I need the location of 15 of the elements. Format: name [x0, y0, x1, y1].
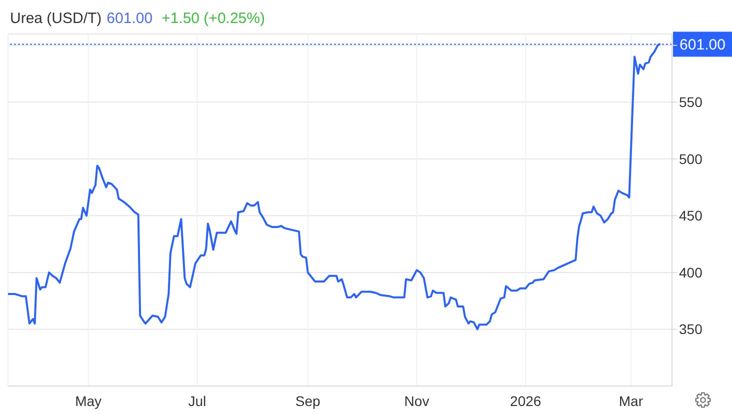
- x-tick-label: Nov: [404, 392, 430, 409]
- x-tick-label: Mar: [618, 392, 644, 409]
- x-tick-label: Sep: [295, 392, 321, 409]
- x-tick-label: Jul: [188, 392, 206, 409]
- x-tick-label: May: [75, 392, 102, 409]
- y-tick-label: 450: [679, 208, 703, 224]
- chart-title: Urea (USD/T): [10, 10, 102, 27]
- text: 601.00: [106, 10, 153, 27]
- y-tick-label: 400: [679, 264, 703, 280]
- ref-line-label: 601.00: [680, 36, 726, 54]
- x-tick-label: 2026: [510, 392, 542, 409]
- y-tick-label: 550: [679, 94, 703, 110]
- y-tick-label: 350: [679, 321, 703, 338]
- y-tick-label: 500: [679, 150, 703, 167]
- text: +1.50 (+0.25%): [162, 10, 265, 27]
